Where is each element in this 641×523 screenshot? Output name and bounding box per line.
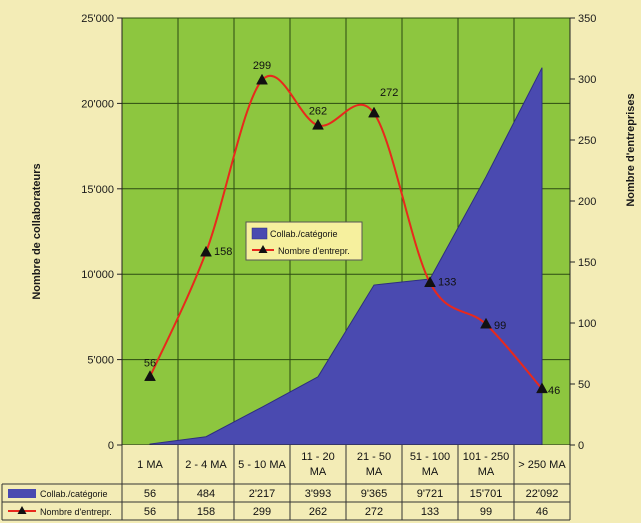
table-cell-collab: 56: [144, 488, 156, 500]
line-data-label: 262: [309, 105, 327, 117]
table-cell-collab: 15'701: [470, 488, 503, 500]
y2-tick-label: 100: [578, 318, 596, 330]
category-label: MA: [310, 466, 327, 478]
table-cell-entreprises: 56: [144, 506, 156, 518]
table-cell-collab: 2'217: [249, 488, 276, 500]
category-label: MA: [366, 466, 383, 478]
category-label: 2 - 4 MA: [185, 459, 227, 471]
table-cell-entreprises: 99: [480, 506, 492, 518]
line-marker: [424, 276, 436, 287]
table-cell-collab: 9'721: [417, 488, 444, 500]
legend-marker-entreprises: [258, 245, 268, 253]
y2-tick-label: 250: [578, 135, 596, 147]
y-tick-label: 10'000: [81, 269, 114, 281]
area-series-collab: [149, 67, 543, 446]
y-tick-label: 25'000: [81, 13, 114, 25]
y-tick-label: 15'000: [81, 184, 114, 196]
y2-tick-label: 50: [578, 379, 590, 391]
category-label: MA: [422, 466, 439, 478]
table-cell-collab: 3'993: [305, 488, 332, 500]
y2-tick-label: 150: [578, 257, 596, 269]
category-label: 51 - 100: [410, 451, 450, 463]
line-marker: [144, 370, 156, 381]
line-data-label: 56: [144, 358, 156, 370]
category-label: > 250 MA: [518, 459, 566, 471]
y2-axis-title: Nombre d'entreprises: [625, 93, 637, 206]
table-cell-collab: 22'092: [526, 488, 559, 500]
category-label: MA: [478, 466, 495, 478]
table-cell-entreprises: 299: [253, 506, 271, 518]
table-cell-entreprises: 133: [421, 506, 439, 518]
y2-tick-label: 300: [578, 74, 596, 86]
table-swatch-collab: [8, 489, 36, 498]
table-cell-entreprises: 262: [309, 506, 327, 518]
table-row-label-entreprises: Nombre d'entrepr.: [40, 507, 112, 517]
legend-label-collab: Collab./catégorie: [270, 229, 338, 239]
line-data-label: 46: [548, 385, 560, 397]
line-series-entreprises: [149, 74, 543, 390]
line-data-label: 299: [253, 60, 271, 72]
y-tick-label: 0: [108, 440, 114, 452]
category-label: 1 MA: [137, 459, 163, 471]
category-label: 11 - 20: [301, 451, 334, 463]
category-label: 5 - 10 MA: [238, 459, 286, 471]
y2-tick-label: 0: [578, 440, 584, 452]
legend-label-entreprises: Nombre d'entrepr.: [278, 246, 350, 256]
y-axis-title: Nombre de collaborateurs: [31, 163, 43, 299]
table-cell-entreprises: 272: [365, 506, 383, 518]
table-row-label-collab: Collab./catégorie: [40, 489, 108, 499]
y2-tick-label: 350: [578, 13, 596, 25]
category-label: 21 - 50: [357, 451, 391, 463]
y-tick-label: 5'000: [87, 355, 114, 367]
line-marker: [368, 106, 380, 118]
table-cell-collab: 484: [197, 488, 215, 500]
line-data-label: 158: [214, 246, 232, 258]
y-tick-label: 20'000: [81, 98, 114, 110]
category-label: 101 - 250: [463, 451, 509, 463]
table-cell-entreprises: 158: [197, 506, 215, 518]
line-marker: [200, 245, 212, 257]
line-marker: [312, 118, 324, 130]
y2-tick-label: 200: [578, 196, 596, 208]
table-marker-entreprises: [17, 506, 27, 514]
table-cell-collab: 9'365: [361, 488, 388, 500]
line-data-label: 99: [494, 320, 506, 332]
line-data-label: 272: [380, 87, 398, 99]
line-marker: [256, 73, 268, 85]
line-marker: [536, 382, 548, 394]
line-marker: [480, 317, 492, 329]
table-cell-entreprises: 46: [536, 506, 548, 518]
line-data-label: 133: [438, 277, 456, 289]
legend-swatch-collab: [251, 227, 268, 240]
